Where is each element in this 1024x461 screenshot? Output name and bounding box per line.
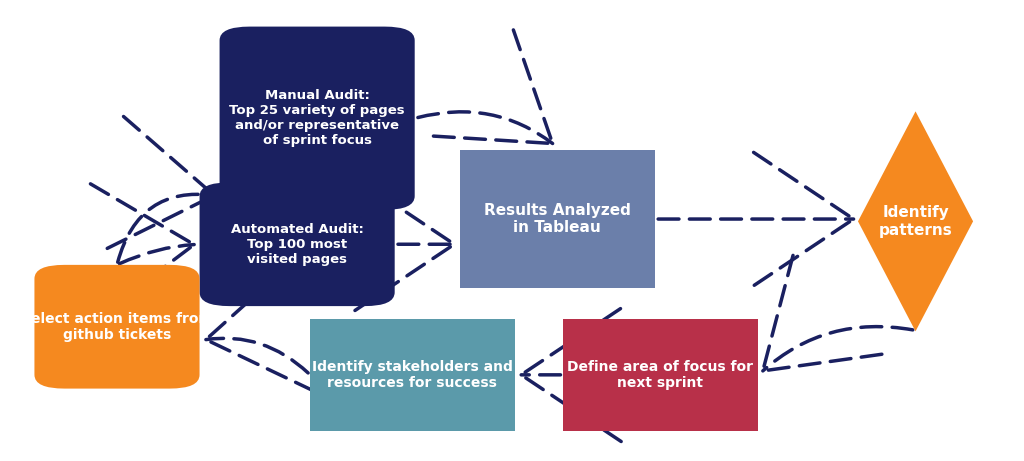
Polygon shape [858,112,973,331]
Text: Identify
patterns: Identify patterns [879,205,952,237]
Text: Identify stakeholders and
resources for success: Identify stakeholders and resources for … [311,360,513,390]
FancyArrowPatch shape [106,117,214,262]
Text: Automated Audit:
Top 100 most
visited pages: Automated Audit: Top 100 most visited pa… [230,223,364,266]
Text: Define area of focus for
next sprint: Define area of focus for next sprint [567,360,754,390]
FancyBboxPatch shape [309,319,515,431]
Text: Select action items from
github tickets: Select action items from github tickets [22,312,213,342]
Text: Results Analyzed
in Tableau: Results Analyzed in Tableau [484,203,631,235]
FancyArrowPatch shape [521,308,622,442]
FancyBboxPatch shape [460,150,655,288]
FancyArrowPatch shape [658,153,854,286]
FancyArrowPatch shape [206,260,314,391]
FancyArrowPatch shape [354,177,455,311]
FancyBboxPatch shape [35,265,200,389]
FancyBboxPatch shape [200,183,394,306]
FancyArrowPatch shape [418,30,553,143]
FancyBboxPatch shape [563,319,758,431]
FancyBboxPatch shape [219,27,415,210]
Text: Manual Audit:
Top 25 variety of pages
and/or representative
of sprint focus: Manual Audit: Top 25 variety of pages an… [229,89,404,147]
FancyArrowPatch shape [90,184,195,317]
FancyArrowPatch shape [763,254,912,371]
